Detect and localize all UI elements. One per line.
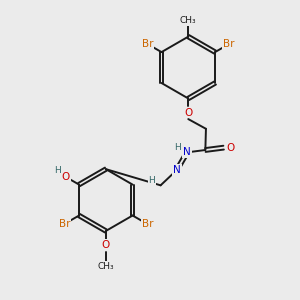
Text: N: N xyxy=(173,165,181,175)
Text: CH₃: CH₃ xyxy=(98,262,114,271)
Text: O: O xyxy=(102,240,110,250)
Text: Br: Br xyxy=(58,219,70,229)
Text: O: O xyxy=(226,142,234,153)
Text: O: O xyxy=(184,108,192,118)
Text: O: O xyxy=(62,172,70,182)
Text: Br: Br xyxy=(142,39,153,49)
Text: H: H xyxy=(174,142,181,152)
Text: Br: Br xyxy=(142,219,153,229)
Text: H: H xyxy=(54,166,61,175)
Text: Br: Br xyxy=(223,39,235,49)
Text: N: N xyxy=(183,147,191,158)
Text: H: H xyxy=(148,176,155,185)
Text: CH₃: CH₃ xyxy=(180,16,196,25)
